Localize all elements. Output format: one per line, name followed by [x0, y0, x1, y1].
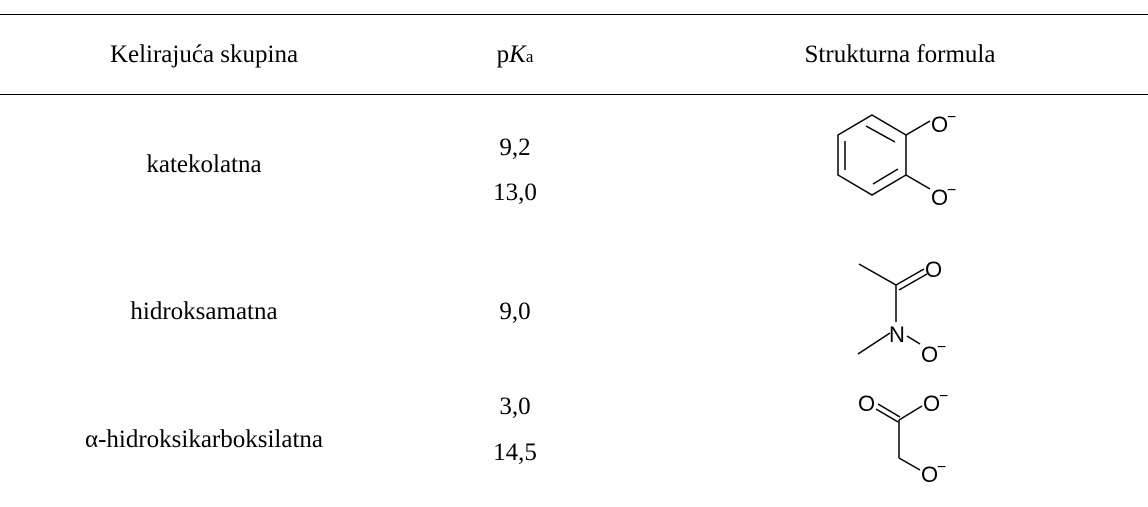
charge-minus-label: − — [937, 459, 946, 476]
row-pka-value: 9,0 — [499, 298, 531, 325]
atom-oxygen-label: O — [923, 391, 940, 416]
charge-minus-label: − — [947, 109, 956, 126]
atom-nitrogen-label: N — [889, 322, 905, 347]
header-structural-formula: Strukturna formula — [804, 41, 996, 68]
charge-minus-label: − — [939, 388, 948, 405]
header-pka-subscript: a — [525, 47, 534, 66]
row-pka-value: 13,0 — [493, 179, 537, 206]
row-pka-value: 9,2 — [499, 134, 531, 161]
atom-oxygen-label: O — [931, 112, 948, 137]
charge-minus-label: − — [937, 339, 946, 356]
atom-oxygen-label: O — [931, 185, 948, 210]
header-pka-prefix: p — [496, 41, 510, 68]
header-chelating-group: Kelirajuća skupina — [109, 41, 299, 68]
table-top-rule — [0, 14, 1148, 15]
row-pka-value: 3,0 — [499, 393, 531, 420]
alpha-hydroxycarboxylate-structure: O O − O − — [858, 388, 948, 487]
charge-minus-label: − — [947, 182, 956, 199]
atom-oxygen-label: O — [925, 257, 942, 282]
row-group-name: katekolatna — [146, 151, 262, 178]
row-group-name: hidroksamatna — [130, 298, 278, 325]
header-pka: pKa — [460, 40, 570, 72]
row-group-name: α-hidroksikarboksilatna — [84, 426, 324, 453]
header-pka-k: K — [509, 41, 526, 68]
table-header-rule — [0, 94, 1148, 95]
hydroxamate-structure: O N O − — [857, 257, 946, 367]
row-pka-value: 14,5 — [493, 439, 537, 466]
atom-oxygen-label: O — [921, 462, 938, 487]
catechol-structure: O − O − — [837, 109, 956, 210]
atom-oxygen-label: O — [921, 342, 938, 367]
atom-oxygen-label: O — [858, 391, 875, 416]
